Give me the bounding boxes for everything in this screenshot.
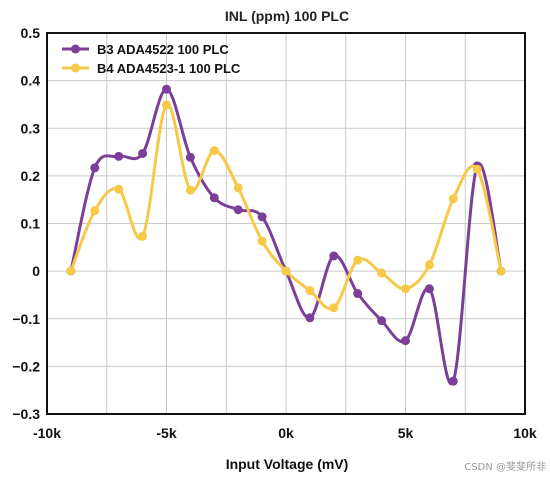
data-point: [305, 286, 315, 296]
data-point: [329, 303, 339, 313]
data-point: [90, 206, 100, 216]
data-point: [257, 212, 267, 222]
data-point: [424, 260, 434, 270]
grid-lines: [47, 33, 525, 414]
data-point: [377, 316, 387, 326]
watermark-text: CSDN @斐斐所非: [464, 461, 546, 473]
data-point: [233, 205, 243, 215]
data-point: [257, 236, 267, 246]
legend-swatch-marker: [71, 44, 80, 54]
data-point: [185, 185, 195, 195]
data-point: [90, 163, 100, 173]
data-point: [401, 336, 410, 346]
data-point: [353, 255, 363, 265]
x-axis-label: Input Voltage (mV): [226, 456, 349, 472]
data-point: [114, 184, 124, 194]
data-point: [401, 284, 410, 294]
y-tick-label: −0.2: [12, 358, 40, 374]
x-axis-ticks: -10k -5k 0k 5k 10k: [33, 425, 537, 441]
legend: B3 ADA4522 100 PLC B4 ADA4523-1 100 PLC: [62, 42, 241, 76]
y-tick-label: 0.2: [21, 168, 41, 184]
data-point: [162, 100, 171, 110]
data-point: [114, 151, 124, 161]
data-point: [281, 266, 291, 276]
legend-swatch-marker: [71, 63, 80, 73]
data-point: [472, 164, 482, 174]
data-point: [185, 152, 195, 162]
x-tick-label: 0k: [278, 425, 294, 441]
data-point: [209, 146, 219, 156]
y-tick-label: 0: [32, 263, 40, 279]
data-point: [424, 284, 434, 294]
data-point: [138, 148, 148, 158]
data-point: [496, 266, 506, 276]
data-point: [305, 313, 315, 323]
x-tick-label: -5k: [156, 425, 176, 441]
y-axis-ticks: 0.5 0.4 0.3 0.2 0.1 0 −0.1 −0.2 −0.3: [12, 25, 40, 422]
data-point: [233, 183, 243, 193]
data-point: [138, 231, 148, 241]
y-tick-label: 0.5: [21, 25, 41, 41]
y-tick-label: 0.4: [21, 73, 41, 89]
data-point: [353, 289, 363, 299]
x-tick-label: -10k: [33, 425, 61, 441]
data-point: [329, 251, 339, 261]
y-tick-label: 0.3: [21, 120, 41, 136]
series-layer: [66, 84, 506, 386]
data-point: [448, 194, 458, 204]
x-tick-label: 10k: [513, 425, 537, 441]
data-point: [377, 268, 387, 278]
legend-label: B4 ADA4523-1 100 PLC: [97, 61, 241, 76]
data-point: [66, 266, 76, 276]
plot-frame: [46, 32, 526, 415]
y-tick-label: 0.1: [21, 216, 41, 232]
data-point: [162, 84, 171, 94]
data-point: [448, 376, 458, 386]
series-2: [66, 100, 506, 313]
y-tick-label: −0.1: [12, 311, 40, 327]
data-point: [209, 193, 219, 203]
chart-title: INL (ppm) 100 PLC: [225, 8, 349, 24]
x-tick-label: 5k: [398, 425, 414, 441]
legend-label: B3 ADA4522 100 PLC: [97, 42, 229, 57]
y-tick-label: −0.3: [12, 406, 40, 422]
